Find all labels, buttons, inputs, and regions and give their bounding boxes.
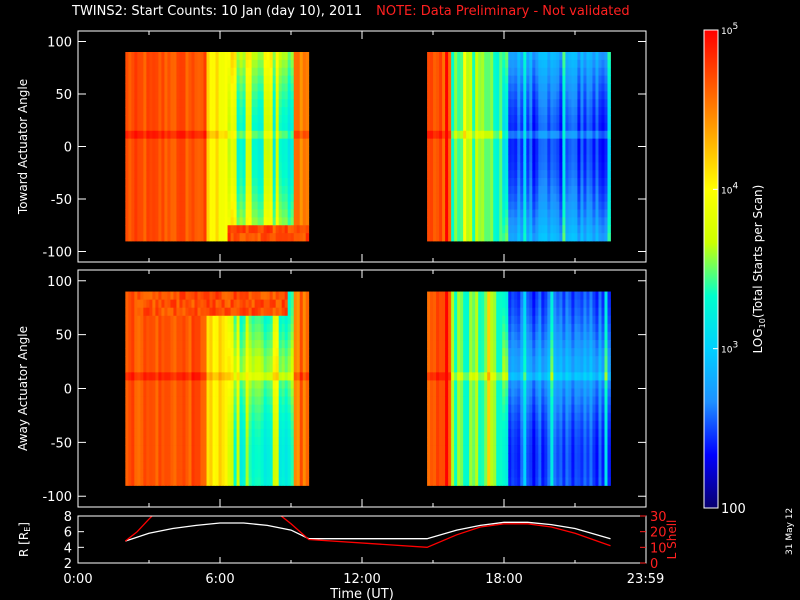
y-tick-label: 2 [64, 557, 72, 572]
y-right-tick-label: 10 [650, 541, 667, 556]
y-right-tick-label: 0 [650, 557, 658, 572]
y-axis-label: Away Actuator Angle [16, 326, 30, 451]
colorbar-tick-label: 100 [721, 502, 746, 517]
title-text: TWINS2: Start Counts: 10 Jan (day 10), 2… [72, 4, 363, 19]
y-left-axis-label: R [RE] [17, 522, 32, 557]
y-tick-label: 8 [64, 510, 72, 525]
colorbar-title: LOG10(Total Starts per Scan) [751, 185, 767, 354]
colorbar-tick-label: 104 [721, 181, 738, 196]
x-axis-label: Time (UT) [329, 587, 394, 600]
y-right-tick-label: 20 [650, 526, 667, 541]
colorbar-tick-label: 105 [721, 22, 738, 37]
colorbar-gradient [703, 29, 719, 509]
heatmap-block [427, 52, 611, 242]
date-stamp: 31 May 12 [785, 507, 795, 555]
heatmap-block [427, 291, 611, 486]
y-tick-label: 100 [47, 36, 72, 51]
heatmap-block [125, 52, 310, 242]
chart-title: TWINS2: Start Counts: 10 Jan (day 10), 2… [72, 4, 630, 19]
y-tick-label: -100 [42, 246, 72, 261]
y-tick-label: 50 [55, 329, 72, 344]
heatmap-block [125, 291, 310, 486]
preliminary-note: NOTE: Data Preliminary - Not validated [376, 4, 630, 19]
y-axis-label: Toward Actuator Angle [16, 79, 30, 215]
x-tick-label: 0:00 [63, 572, 92, 587]
x-tick-label: 12:00 [343, 572, 380, 587]
y-tick-label: -50 [51, 436, 72, 451]
x-tick-label: 18:00 [485, 572, 522, 587]
y-tick-label: -50 [51, 193, 72, 208]
x-tick-label: 23:59 [627, 572, 664, 587]
toward-panel: -100 -50 0 50 100 Toward Actuator Angle [16, 30, 647, 263]
y-tick-label: 0 [64, 383, 72, 398]
y-tick-label: 100 [47, 275, 72, 290]
away-panel: -100 -50 0 50 100 Away Actuator Angle [16, 269, 647, 508]
y-right-tick-label: 30 [650, 510, 667, 525]
y-right-axis-label: L Shell [665, 520, 679, 560]
y-tick-label: 50 [55, 88, 72, 103]
y-tick-label: 0 [64, 141, 72, 156]
r-distance-line [125, 521, 611, 542]
y-tick-label: 4 [64, 541, 72, 556]
x-tick-label: 6:00 [205, 572, 234, 587]
colorbar-tick-label: 103 [721, 341, 738, 356]
plot-frame [77, 515, 647, 564]
l-shell-line [124, 516, 611, 548]
colorbar: 105 104 103 100 LOG10(Total Starts per Scan) [703, 22, 767, 517]
y-tick-label: 6 [64, 526, 72, 541]
y-tick-label: -100 [42, 490, 72, 505]
